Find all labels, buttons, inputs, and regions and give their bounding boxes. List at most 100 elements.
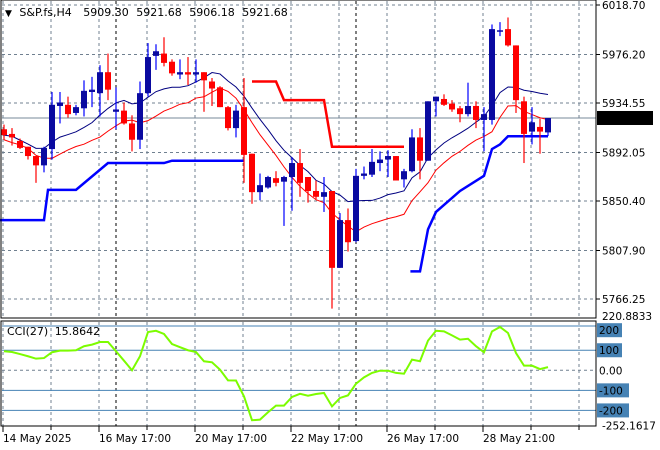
- bull-candle[interactable]: [113, 87, 119, 130]
- bear-candle[interactable]: [9, 128, 15, 146]
- candle-body: [129, 123, 135, 140]
- bull-candle[interactable]: [57, 91, 63, 124]
- bull-candle[interactable]: [145, 43, 151, 97]
- bear-candle[interactable]: [273, 171, 279, 187]
- bear-candle[interactable]: [329, 190, 335, 309]
- candle-body: [81, 90, 87, 109]
- bear-candle[interactable]: [537, 118, 543, 154]
- bull-candle[interactable]: [265, 175, 271, 189]
- bull-candle[interactable]: [409, 129, 415, 173]
- bull-candle[interactable]: [361, 166, 367, 180]
- bear-candle[interactable]: [33, 156, 39, 183]
- candle-body: [409, 137, 415, 172]
- bear-candle[interactable]: [449, 100, 455, 112]
- bear-candle[interactable]: [473, 101, 479, 129]
- bear-candle[interactable]: [161, 37, 167, 67]
- bull-candle[interactable]: [353, 168, 359, 243]
- bear-candle[interactable]: [441, 94, 447, 106]
- bull-candle[interactable]: [233, 104, 239, 138]
- bear-candle[interactable]: [1, 124, 7, 140]
- bull-candle[interactable]: [377, 151, 383, 172]
- bull-candle[interactable]: [281, 175, 287, 226]
- time-label: 28 May 21:00: [483, 433, 555, 445]
- bear-candle[interactable]: [105, 53, 111, 101]
- bull-candle[interactable]: [545, 117, 551, 137]
- candle-body: [33, 156, 39, 166]
- bear-candle[interactable]: [201, 72, 207, 112]
- cci-level-label: 0.00: [599, 365, 622, 377]
- candle-body: [457, 108, 463, 115]
- bear-candle[interactable]: [345, 208, 351, 252]
- bull-candle[interactable]: [137, 81, 143, 150]
- support-stop-line: [410, 134, 548, 273]
- price-panel-frame: [0, 0, 597, 319]
- candle-body: [145, 57, 151, 94]
- bull-candle[interactable]: [465, 82, 471, 117]
- bear-candle[interactable]: [129, 115, 135, 152]
- bear-candle[interactable]: [209, 78, 215, 106]
- bull-candle[interactable]: [97, 65, 103, 117]
- cci-panel[interactable]: [2, 325, 596, 422]
- bear-candle[interactable]: [457, 105, 463, 123]
- bear-candle[interactable]: [417, 128, 423, 180]
- candle-body: [137, 93, 143, 140]
- candle-body: [257, 185, 263, 193]
- price-tick-label: 5892.05: [602, 147, 645, 159]
- candle-body: [465, 105, 471, 115]
- price-tick-label: 6018.70: [602, 0, 645, 12]
- candle-body: [169, 61, 175, 74]
- bear-candle[interactable]: [185, 57, 191, 86]
- bear-candle[interactable]: [513, 45, 519, 113]
- bear-candle[interactable]: [505, 17, 511, 47]
- candle-body: [9, 133, 15, 138]
- bull-candle[interactable]: [41, 146, 47, 173]
- candle-body: [369, 161, 375, 175]
- candle-body: [193, 72, 199, 75]
- bull-candle[interactable]: [49, 91, 55, 160]
- bull-candle[interactable]: [153, 44, 159, 70]
- bear-candle[interactable]: [169, 59, 175, 76]
- bull-candle[interactable]: [401, 168, 407, 188]
- bear-candle[interactable]: [65, 96, 71, 118]
- candle-body: [121, 110, 127, 124]
- bear-candle[interactable]: [249, 153, 255, 204]
- bull-candle[interactable]: [81, 80, 87, 117]
- bear-candle[interactable]: [225, 105, 231, 131]
- candle-body: [97, 72, 103, 94]
- candle-body: [401, 171, 407, 180]
- bull-candle[interactable]: [425, 101, 431, 161]
- bull-candle[interactable]: [369, 149, 375, 178]
- bull-candle[interactable]: [321, 177, 327, 212]
- bull-candle[interactable]: [257, 173, 263, 201]
- bull-candle[interactable]: [89, 76, 95, 108]
- bull-candle[interactable]: [385, 150, 391, 178]
- bull-candle[interactable]: [497, 22, 503, 37]
- bear-candle[interactable]: [241, 78, 247, 183]
- cci-max-label: 220.8833: [602, 311, 652, 323]
- bull-candle[interactable]: [337, 213, 343, 268]
- bull-candle[interactable]: [489, 24, 495, 125]
- price-tick-label: 5976.20: [602, 49, 645, 61]
- candle-body: [105, 72, 111, 90]
- bull-candle[interactable]: [529, 107, 535, 145]
- collapse-arrow-icon[interactable]: ▼: [5, 9, 12, 19]
- cci-level-label: 100: [599, 345, 619, 357]
- bull-candle[interactable]: [177, 59, 183, 80]
- bull-candle[interactable]: [193, 59, 199, 83]
- candle-body: [305, 177, 311, 191]
- bear-candle[interactable]: [121, 102, 127, 125]
- bear-candle[interactable]: [217, 86, 223, 108]
- bear-candle[interactable]: [313, 180, 319, 200]
- bull-candle[interactable]: [433, 96, 439, 117]
- bull-candle[interactable]: [289, 157, 295, 211]
- price-panel[interactable]: [0, 17, 551, 309]
- bear-candle[interactable]: [25, 146, 31, 160]
- bear-candle[interactable]: [305, 177, 311, 203]
- bear-candle[interactable]: [17, 138, 23, 150]
- bear-candle[interactable]: [521, 96, 527, 164]
- bear-candle[interactable]: [393, 156, 399, 181]
- bear-candle[interactable]: [297, 149, 303, 197]
- bull-candle[interactable]: [481, 107, 487, 152]
- bull-candle[interactable]: [73, 104, 79, 116]
